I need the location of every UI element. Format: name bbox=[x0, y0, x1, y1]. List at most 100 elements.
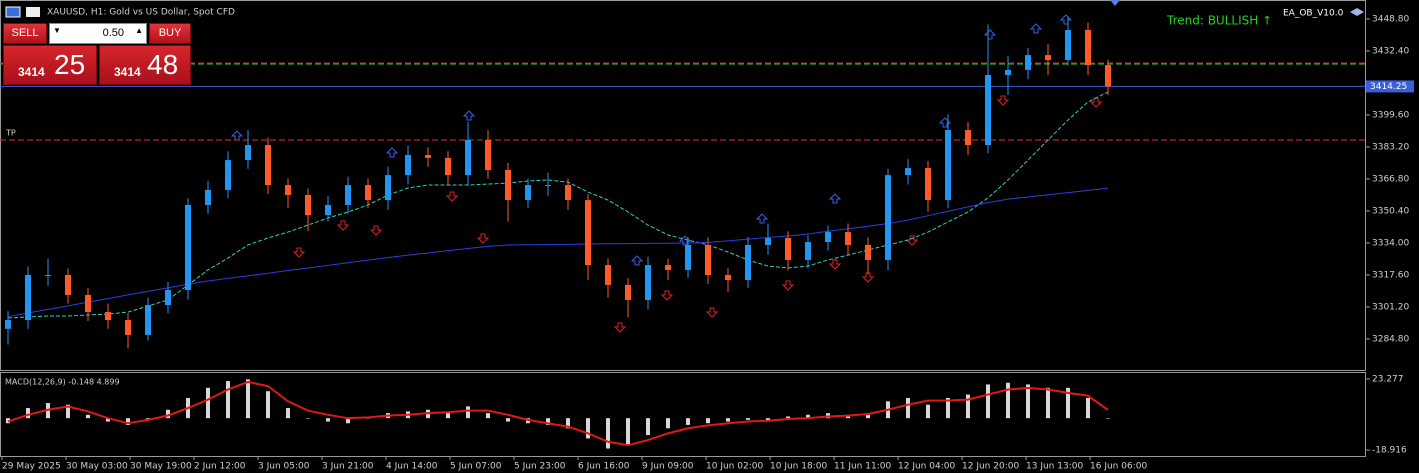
candle-body bbox=[505, 170, 511, 201]
down-arrow bbox=[445, 191, 459, 202]
macd-bar bbox=[326, 418, 330, 422]
candle-body bbox=[5, 320, 11, 329]
macd-bar bbox=[366, 418, 370, 419]
candle-body bbox=[545, 185, 551, 187]
x-tick-label: 10 Jun 18:00 bbox=[770, 462, 827, 472]
down-arrow bbox=[828, 259, 842, 270]
macd-bar bbox=[726, 418, 730, 422]
ma-line bbox=[7, 91, 1109, 319]
up-arrow bbox=[230, 130, 244, 141]
ma-line bbox=[7, 187, 1109, 318]
macd-bar bbox=[806, 414, 810, 419]
macd-bar bbox=[1026, 384, 1030, 419]
candle-body bbox=[485, 139, 491, 171]
down-arrow bbox=[861, 272, 875, 283]
candle-body bbox=[1045, 55, 1051, 60]
candle-body bbox=[725, 275, 731, 281]
bid-big: 3414 bbox=[18, 65, 45, 79]
up-arrow bbox=[1029, 23, 1043, 34]
symbol-title: XAUUSD, H1: Gold vs US Dollar, Spot CFD bbox=[47, 8, 235, 18]
macd-bar bbox=[486, 413, 490, 419]
macd-bar bbox=[466, 406, 470, 419]
down-arrow bbox=[905, 235, 919, 246]
y-tick-label: 3284.80 bbox=[1372, 335, 1409, 345]
x-tick-label: 12 Jun 04:00 bbox=[898, 462, 955, 472]
macd-bar bbox=[126, 418, 130, 425]
candle-body bbox=[625, 284, 631, 300]
candle-body bbox=[65, 275, 71, 295]
x-tick-label: 30 May 19:00 bbox=[130, 462, 192, 472]
macd-bar bbox=[506, 418, 510, 422]
fractal-arrows bbox=[230, 14, 1103, 333]
ask-small: 48 bbox=[147, 49, 179, 80]
price-tag bbox=[1366, 80, 1414, 93]
macd-frame bbox=[0, 372, 1366, 457]
y-tick-label: 3317.60 bbox=[1372, 271, 1409, 281]
candle-body bbox=[525, 185, 531, 201]
lot-up[interactable]: ▲ bbox=[135, 26, 143, 35]
x-tick-label: 5 Jun 23:00 bbox=[514, 462, 566, 472]
candle-body bbox=[25, 275, 31, 321]
macd-bar bbox=[246, 379, 250, 419]
macd-bar bbox=[226, 381, 230, 419]
up-arrow bbox=[1059, 14, 1073, 25]
sell-price[interactable]: 3414 25 bbox=[3, 45, 97, 85]
candle-body bbox=[425, 155, 431, 158]
ea-icon bbox=[1350, 8, 1364, 16]
candle-body bbox=[745, 244, 751, 281]
up-arrow bbox=[462, 110, 476, 121]
macd-bar bbox=[346, 418, 350, 424]
down-arrow bbox=[996, 95, 1010, 106]
macd-bar bbox=[66, 404, 70, 419]
y-tick-label: 3399.60 bbox=[1372, 111, 1409, 121]
x-tick-label: 5 Jun 07:00 bbox=[450, 462, 502, 472]
shift-marker bbox=[1110, 0, 1120, 6]
candle-body bbox=[345, 185, 351, 205]
candle-body bbox=[125, 320, 131, 335]
lot-field[interactable]: ▼ 0.50 ▲ bbox=[49, 23, 147, 44]
x-tick-label: 9 Jun 09:00 bbox=[642, 462, 694, 472]
lot-down[interactable]: ▼ bbox=[53, 26, 61, 35]
candle-body bbox=[1065, 29, 1071, 60]
candle-body bbox=[1105, 65, 1111, 87]
candle-body bbox=[1085, 29, 1091, 66]
sell-button[interactable]: SELL bbox=[3, 23, 47, 44]
macd-bar bbox=[1106, 418, 1110, 419]
candle-body bbox=[585, 200, 591, 266]
macd-bar bbox=[26, 408, 30, 419]
candle-body bbox=[145, 305, 151, 335]
candle-body bbox=[305, 195, 311, 216]
candle-body bbox=[925, 168, 931, 201]
up-arrow bbox=[983, 29, 997, 40]
up-arrow bbox=[828, 193, 842, 204]
macd-bar bbox=[966, 394, 970, 419]
x-tick-label: 6 Jun 16:00 bbox=[578, 462, 630, 472]
buy-button[interactable]: BUY bbox=[149, 23, 191, 44]
up-arrow bbox=[630, 255, 644, 266]
candle-body bbox=[285, 185, 291, 196]
candle-body bbox=[765, 237, 771, 245]
candle-body bbox=[185, 204, 191, 291]
macd-bar bbox=[626, 418, 630, 446]
ask-big: 3414 bbox=[114, 65, 141, 79]
buy-price[interactable]: 3414 48 bbox=[99, 45, 191, 85]
macd-bar bbox=[286, 408, 290, 419]
macd-bar bbox=[926, 404, 930, 419]
candle-body bbox=[165, 290, 171, 306]
macd-bar bbox=[786, 416, 790, 419]
y-tick-label: 3432.40 bbox=[1372, 47, 1409, 57]
candle-body bbox=[945, 130, 951, 201]
candle-body bbox=[605, 265, 611, 285]
candle-body bbox=[565, 185, 571, 201]
down-arrow bbox=[613, 322, 627, 333]
x-tick-label: 3 Jun 05:00 bbox=[258, 462, 310, 472]
macd-bar bbox=[706, 418, 710, 424]
up-arrow bbox=[755, 213, 769, 224]
y-tick-label: 3350.40 bbox=[1372, 207, 1409, 217]
down-arrow bbox=[292, 247, 306, 258]
macd-bar bbox=[306, 418, 310, 419]
candle-body bbox=[205, 189, 211, 205]
trend-label: Trend: BULLISH ↑ bbox=[1166, 14, 1272, 28]
price-tag-label: 3414.25 bbox=[1370, 82, 1407, 92]
